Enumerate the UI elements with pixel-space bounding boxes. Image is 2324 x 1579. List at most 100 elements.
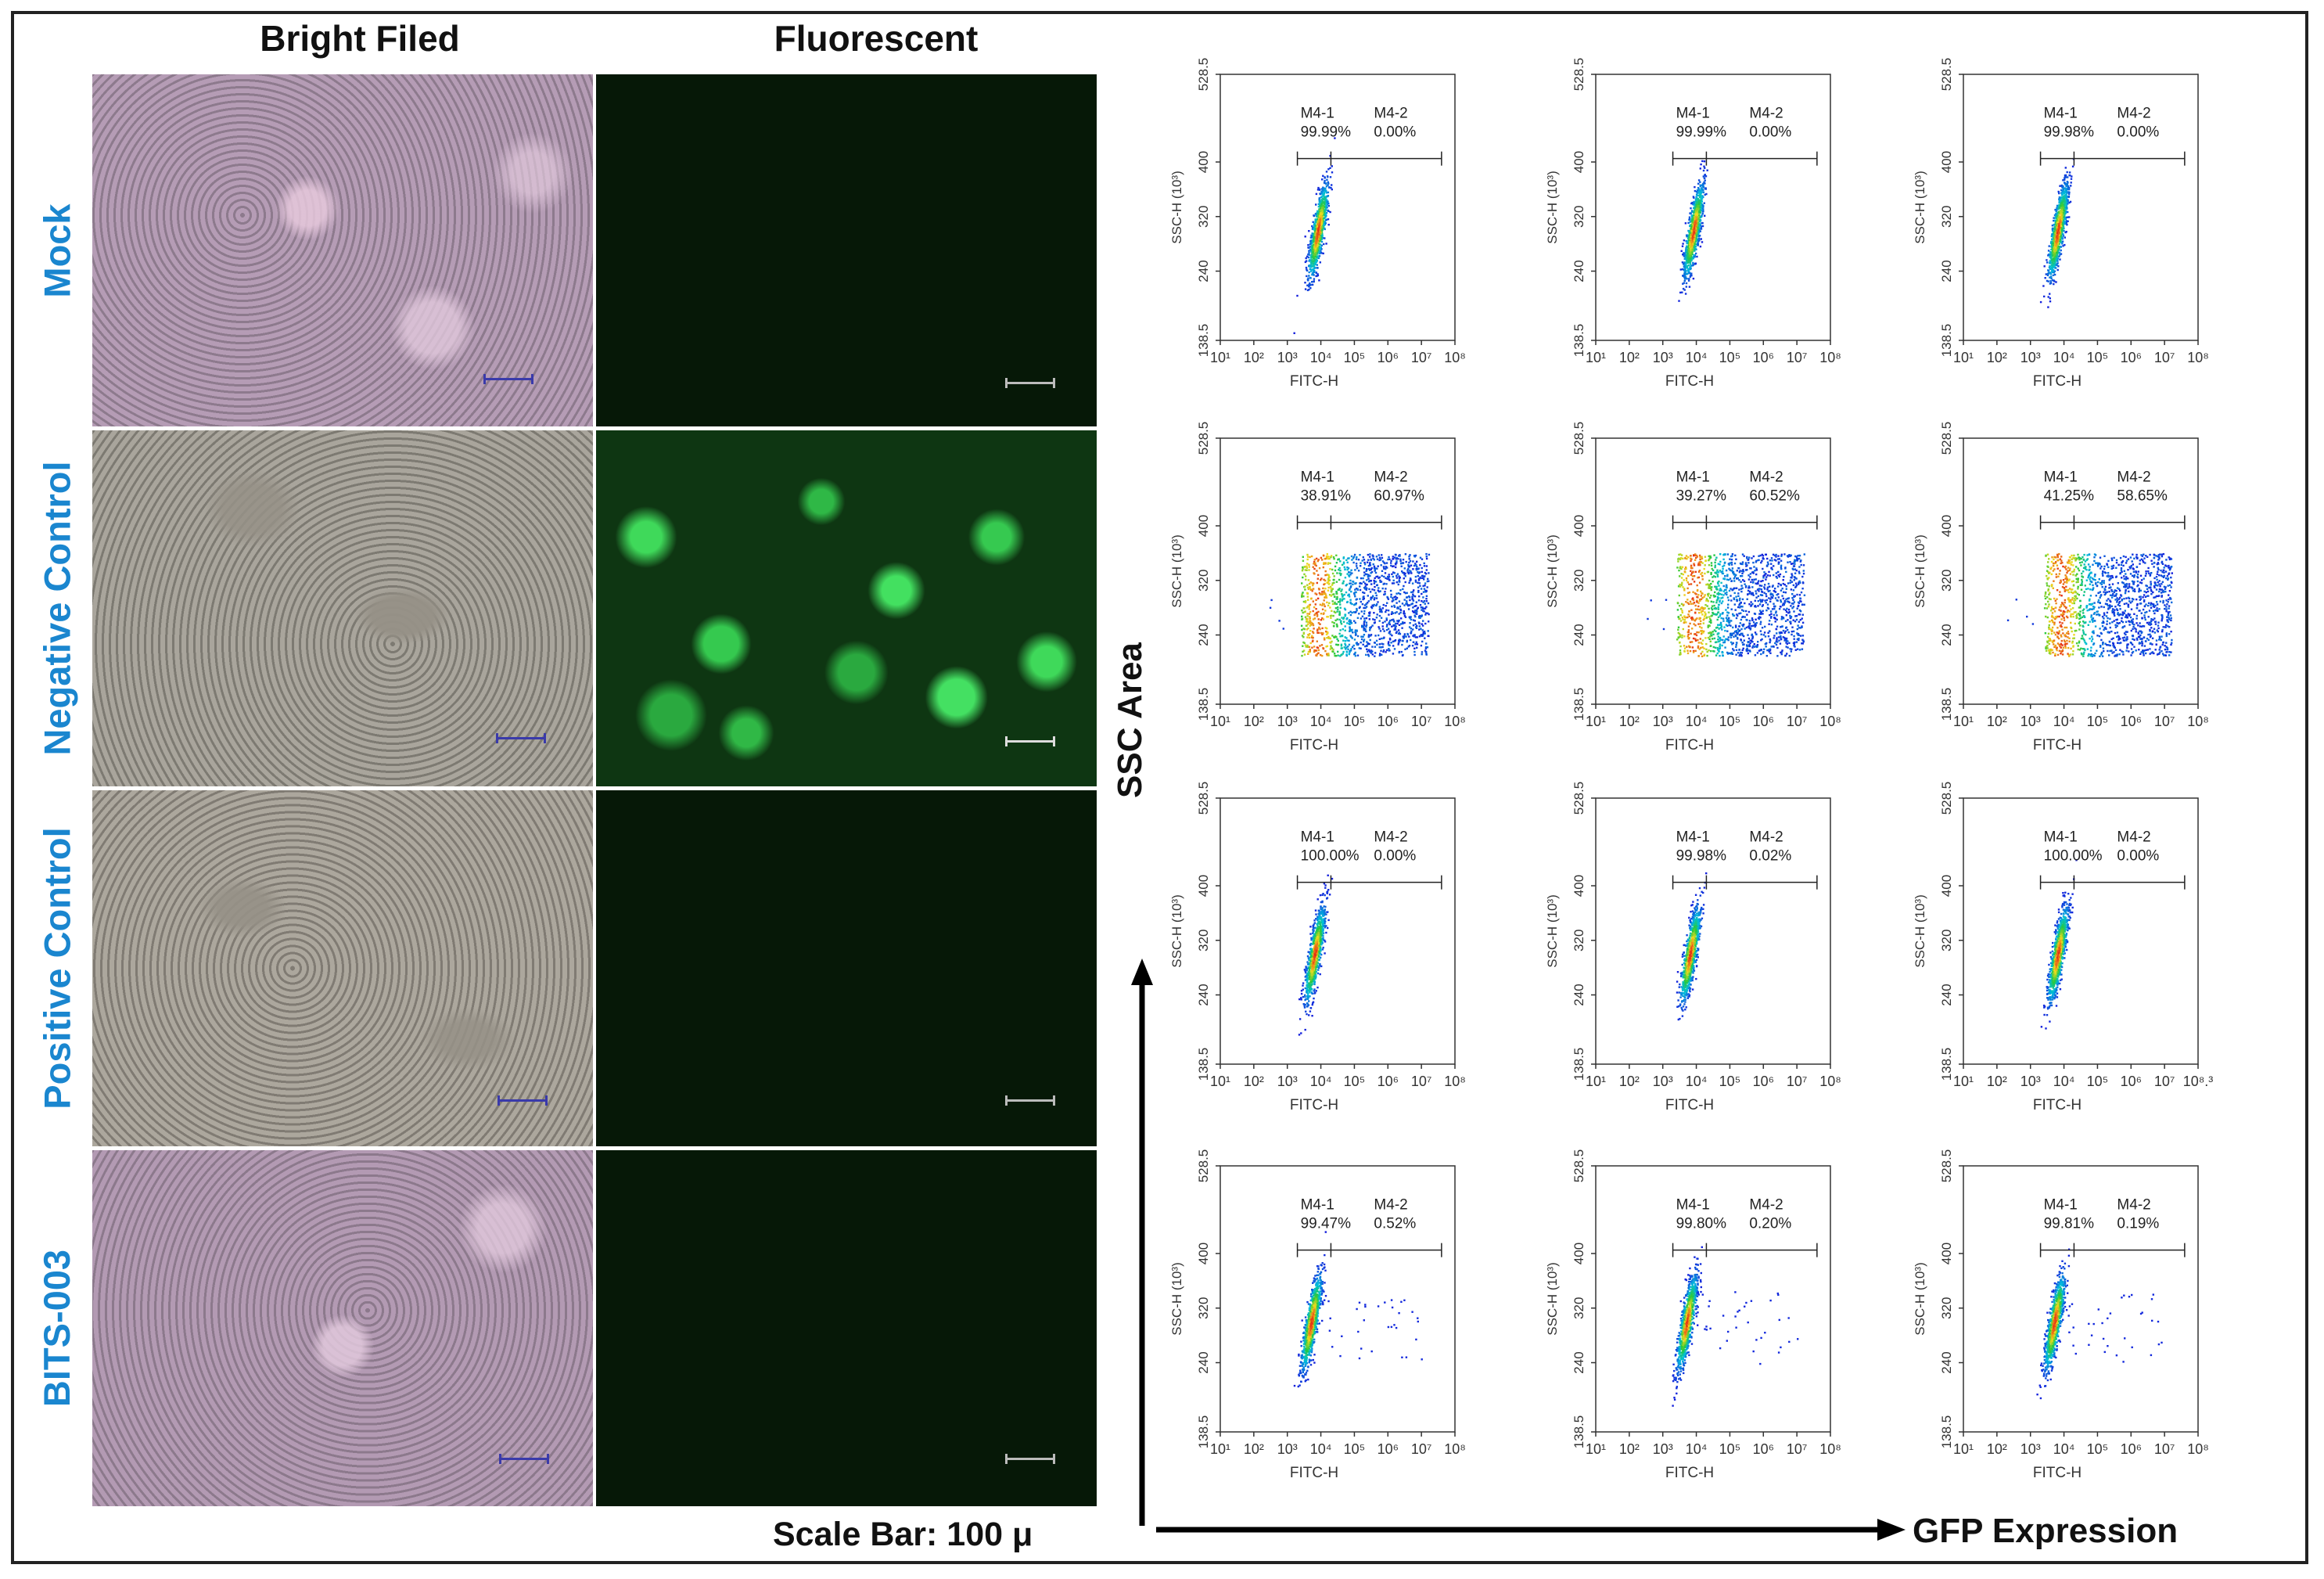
- data-point: [1791, 607, 1794, 610]
- data-point: [1352, 556, 1356, 558]
- data-point: [1681, 617, 1684, 619]
- data-point: [1345, 651, 1349, 653]
- data-point: [2051, 279, 2054, 282]
- data-point: [2059, 258, 2061, 261]
- data-point: [1722, 567, 1724, 570]
- data-point: [2053, 258, 2056, 261]
- data-point: [1395, 556, 1398, 559]
- data-point: [2062, 192, 2064, 195]
- data-point: [1684, 566, 1687, 569]
- y-tick-label: 320: [1196, 570, 1211, 592]
- data-point: [1694, 235, 1697, 237]
- data-point: [1771, 585, 1774, 588]
- data-point: [1757, 599, 1759, 602]
- data-point: [1704, 193, 1706, 196]
- data-point: [1313, 229, 1316, 232]
- data-point: [1694, 237, 1697, 239]
- data-point: [1691, 210, 1694, 212]
- data-point: [1421, 566, 1423, 570]
- data-point: [1690, 254, 1692, 256]
- data-point: [1693, 207, 1695, 210]
- data-point: [1415, 605, 1417, 607]
- data-point: [1745, 569, 1747, 571]
- data-point: [1801, 648, 1804, 650]
- data-point: [1413, 605, 1416, 607]
- data-point: [1688, 278, 1690, 280]
- data-point: [1306, 620, 1309, 622]
- data-point: [1719, 599, 1721, 602]
- data-point: [1363, 638, 1366, 641]
- data-point: [1406, 641, 1408, 643]
- data-point: [1322, 227, 1325, 229]
- data-point: [1690, 264, 1693, 267]
- data-point: [1303, 628, 1306, 631]
- data-point: [1395, 574, 1398, 577]
- data-point: [1311, 228, 1314, 230]
- data-point: [1302, 600, 1306, 603]
- data-point: [1691, 235, 1694, 237]
- data-point: [2049, 252, 2052, 254]
- data-point: [1694, 240, 1696, 243]
- data-point: [1777, 596, 1780, 599]
- data-point: [2065, 220, 2068, 222]
- data-point: [2060, 227, 2064, 229]
- data-point: [1407, 646, 1410, 648]
- data-point: [1409, 577, 1412, 580]
- data-point: [1390, 564, 1392, 567]
- data-point: [1344, 568, 1346, 571]
- data-point: [1791, 574, 1794, 577]
- data-point: [2042, 285, 2045, 287]
- data-point: [1402, 562, 1405, 564]
- data-point: [1405, 602, 1407, 605]
- gate1-name: M4-1: [2044, 106, 2078, 122]
- data-point: [1313, 269, 1315, 272]
- data-point: [1381, 570, 1384, 572]
- data-point: [1412, 595, 1415, 597]
- x-tick-label: 10⁵: [1719, 350, 1740, 365]
- data-point: [1798, 613, 1800, 616]
- data-point: [2049, 293, 2051, 295]
- data-point: [1346, 568, 1349, 571]
- data-point: [1707, 636, 1710, 639]
- data-point: [2051, 233, 2053, 236]
- data-point: [1327, 631, 1329, 634]
- data-point: [1683, 615, 1686, 617]
- data-point: [1408, 604, 1411, 606]
- data-point: [1350, 590, 1352, 593]
- data-point: [1390, 595, 1392, 598]
- data-point: [1693, 239, 1695, 242]
- data-point: [1725, 569, 1728, 572]
- data-point: [1424, 646, 1428, 649]
- data-point: [1331, 640, 1333, 643]
- data-point: [1409, 554, 1411, 556]
- data-point: [1699, 181, 1701, 183]
- data-point: [1306, 644, 1309, 647]
- data-point: [1747, 589, 1750, 592]
- data-point: [1349, 626, 1351, 628]
- data-point: [1697, 563, 1700, 566]
- data-point: [1715, 630, 1717, 632]
- data-point: [1374, 635, 1377, 637]
- data-point: [1789, 581, 1791, 584]
- data-point: [1372, 555, 1374, 558]
- data-point: [1692, 216, 1695, 218]
- data-point: [1787, 597, 1789, 600]
- data-point: [1342, 650, 1345, 653]
- data-point: [1387, 628, 1390, 630]
- data-point: [1704, 175, 1708, 178]
- data-point: [1360, 582, 1363, 584]
- data-point: [1367, 577, 1370, 580]
- data-point: [1370, 626, 1373, 628]
- data-point: [1323, 562, 1325, 564]
- data-point: [1305, 624, 1308, 627]
- x-axis-label: FITC-H: [1290, 737, 1338, 754]
- data-point: [1684, 277, 1686, 280]
- data-point: [1337, 601, 1340, 603]
- data-point: [1406, 633, 1409, 636]
- data-point: [2065, 231, 2067, 233]
- data-point: [1319, 215, 1321, 218]
- data-point: [1704, 187, 1707, 190]
- data-point: [1378, 628, 1381, 630]
- data-point: [2049, 257, 2053, 260]
- data-point: [1349, 601, 1352, 603]
